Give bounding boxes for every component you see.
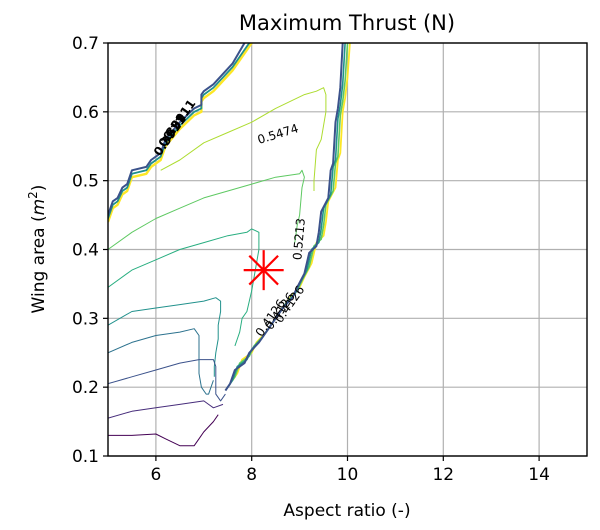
contour-line-inner-purple-1 bbox=[108, 400, 224, 419]
optimum-marker bbox=[243, 250, 284, 291]
y-tick-label: 0.4 bbox=[72, 241, 99, 261]
chart-title: Maximum Thrust (N) bbox=[239, 11, 455, 35]
x-tick-label: 10 bbox=[337, 465, 359, 485]
x-tick-label: 14 bbox=[528, 465, 550, 485]
x-axis-label: Aspect ratio (-) bbox=[283, 501, 410, 521]
y-tick-label: 0.5 bbox=[72, 172, 99, 192]
contour-line-inner-teal bbox=[108, 297, 222, 377]
contour-line-boundary-0 bbox=[108, 43, 253, 223]
y-axis-label-exponent: 2 bbox=[26, 191, 40, 199]
contour-line-inner-green-1 bbox=[108, 169, 305, 250]
contour-line-inner-green-2 bbox=[108, 228, 260, 347]
contour-line-boundary-2 bbox=[108, 43, 246, 216]
contour-line-inner-tealblue bbox=[108, 328, 214, 395]
y-axis-label-main: Wing area ( bbox=[29, 215, 49, 313]
contour-line-boundary-1 bbox=[108, 43, 251, 219]
contour-label-layer: 0.54740.52130.39110.39110.39110.41260.41… bbox=[151, 97, 308, 339]
y-tick-label: 0.3 bbox=[72, 309, 99, 329]
contour-label: 0.5474 bbox=[256, 121, 300, 147]
x-tick-label: 8 bbox=[246, 465, 257, 485]
tick-layer: 6 8 10 12 14 0.1 0.2 0.3 0.4 0.5 0.6 0.7 bbox=[72, 34, 550, 485]
contour-label: 0.5213 bbox=[290, 218, 308, 261]
y-tick-label: 0.6 bbox=[72, 103, 99, 123]
contour-line-inner-indigo bbox=[108, 359, 226, 402]
contour-line-inner-purple-2 bbox=[108, 414, 219, 447]
marker-layer bbox=[243, 250, 284, 291]
y-tick-label: 0.2 bbox=[72, 378, 99, 398]
contour-layer bbox=[108, 43, 351, 447]
contour-line-inner-yellow bbox=[160, 87, 327, 191]
y-axis-label-close: ) bbox=[29, 185, 49, 192]
y-axis-label-unit: m bbox=[29, 199, 49, 216]
y-tick-label: 0.7 bbox=[72, 34, 99, 54]
y-tick-label: 0.1 bbox=[72, 447, 99, 467]
contour-line-right-boundary-yellow bbox=[231, 43, 351, 381]
x-tick-label: 12 bbox=[432, 465, 454, 485]
x-tick-label: 6 bbox=[150, 465, 161, 485]
contour-line-right-boundary-navy bbox=[224, 43, 344, 392]
contour-label-cluster-top: 0.3911 bbox=[160, 97, 198, 143]
contour-line-right-boundary-green bbox=[229, 43, 349, 385]
y-axis-label: Wing area (m2) bbox=[26, 185, 49, 314]
